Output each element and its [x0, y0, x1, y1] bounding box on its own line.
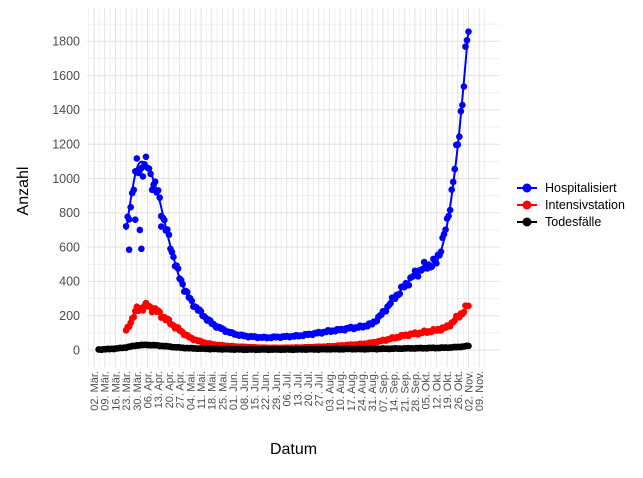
x-tick-label: 25. Mai. [217, 371, 229, 410]
legend-key-icon [517, 200, 537, 209]
series-hospitalisiert [122, 28, 472, 342]
x-tick-label: 29. Jun. [271, 371, 283, 410]
data-point [414, 273, 422, 280]
x-tick-label: 04. Mai. [185, 371, 197, 410]
x-tick-label: 06. Jul. [282, 371, 294, 406]
x-tick-label: 11. Mai. [196, 371, 208, 409]
legend-key-icon [517, 183, 537, 192]
y-axis-title: Anzahl [15, 166, 32, 216]
x-tick-label: 31. Aug. [367, 371, 379, 411]
x-tick-label: 21. Sep. [399, 371, 411, 412]
data-point [142, 153, 150, 161]
legend-item-todesfälle: Todesfälle [516, 213, 625, 230]
y-tick-label: 600 [59, 240, 80, 254]
x-tick-label: 06. Apr. [143, 371, 155, 408]
x-axis-ticks: 02. Mär.09. Mär.16. Mär.23. Mär.30. Mär.… [89, 371, 486, 412]
data-point-outlier [136, 226, 144, 234]
x-tick-label: 16. Mär. [110, 371, 122, 411]
y-tick-label: 1600 [52, 69, 80, 83]
x-tick-label: 08. Jun. [239, 371, 251, 410]
legend-item-intensivstation: Intensivstation [516, 196, 625, 213]
x-tick-label: 05. Okt. [421, 371, 433, 410]
x-tick-label: 02. Mär. [89, 371, 101, 411]
x-tick-label: 24. Aug. [357, 371, 369, 411]
trend-line [125, 29, 470, 339]
x-tick-label: 20. Apr. [164, 371, 176, 408]
legend: Hospitalisiert Intensivstation Todesfälle [516, 179, 625, 230]
x-tick-label: 09. Mär. [100, 371, 112, 411]
data-point-outlier [131, 216, 139, 223]
data-point-outlier [125, 246, 133, 253]
legend-key-point [522, 200, 532, 209]
x-tick-label: 14. Sep. [389, 371, 401, 412]
x-tick-label: 27. Jul. [314, 371, 326, 406]
x-tick-label: 22. Jun. [260, 371, 272, 410]
y-tick-label: 400 [59, 275, 80, 289]
x-tick-label: 20. Jul. [303, 371, 315, 406]
data-point-outlier [157, 223, 165, 230]
grid-major [87, 8, 500, 367]
y-tick-label: 1200 [52, 138, 80, 152]
x-tick-label: 17. Aug. [346, 371, 358, 411]
x-tick-label: 23. Mär. [121, 371, 133, 411]
x-tick-label: 02. Nov. [464, 371, 476, 411]
x-tick-label: 28. Sep. [410, 371, 422, 412]
x-tick-label: 27. Apr. [175, 371, 187, 408]
x-tick-label: 18. Mai. [207, 371, 219, 410]
legend-item-hospitalisiert: Hospitalisiert [516, 179, 625, 196]
series-todesfälle [95, 341, 472, 354]
x-tick-label: 30. Mär. [132, 371, 144, 411]
x-tick-label: 03. Aug. [324, 371, 336, 411]
x-tick-label: 15. Jun. [250, 371, 262, 410]
y-tick-label: 800 [59, 206, 80, 220]
data-point [139, 173, 147, 180]
data-point-outlier [138, 245, 145, 253]
y-axis-ticks: 0 200 400 600 800 1000 1200 1400 1600 1800 [52, 35, 80, 358]
trend-line [98, 343, 469, 351]
y-tick-label: 1000 [52, 172, 80, 186]
y-tick-label: 1800 [52, 35, 80, 49]
x-tick-label: 07. Sep. [378, 371, 390, 412]
x-tick-label: 01. Jun. [228, 371, 240, 410]
x-tick-label: 19. Okt. [442, 371, 454, 410]
data-point [133, 155, 141, 162]
y-tick-label: 200 [59, 309, 80, 323]
y-tick-label: 1400 [52, 103, 80, 117]
x-tick-label: 26. Okt. [453, 371, 465, 410]
x-tick-label: 10. Aug. [335, 371, 347, 411]
x-tick-label: 13. Apr. [153, 371, 165, 408]
x-axis-title: Datum [269, 441, 318, 458]
x-tick-label: 12. Okt. [431, 371, 443, 410]
y-tick-label: 0 [73, 343, 80, 357]
legend-label: Todesfälle [545, 214, 602, 229]
legend-key-point [522, 183, 532, 192]
legend-key-point [522, 217, 532, 226]
x-tick-label: 09. Nov. [474, 371, 486, 411]
x-tick-label: 13. Jul. [292, 371, 304, 406]
legend-label: Intensivstation [545, 197, 625, 212]
legend-label: Hospitalisiert [545, 180, 617, 195]
legend-key-icon [517, 217, 537, 226]
